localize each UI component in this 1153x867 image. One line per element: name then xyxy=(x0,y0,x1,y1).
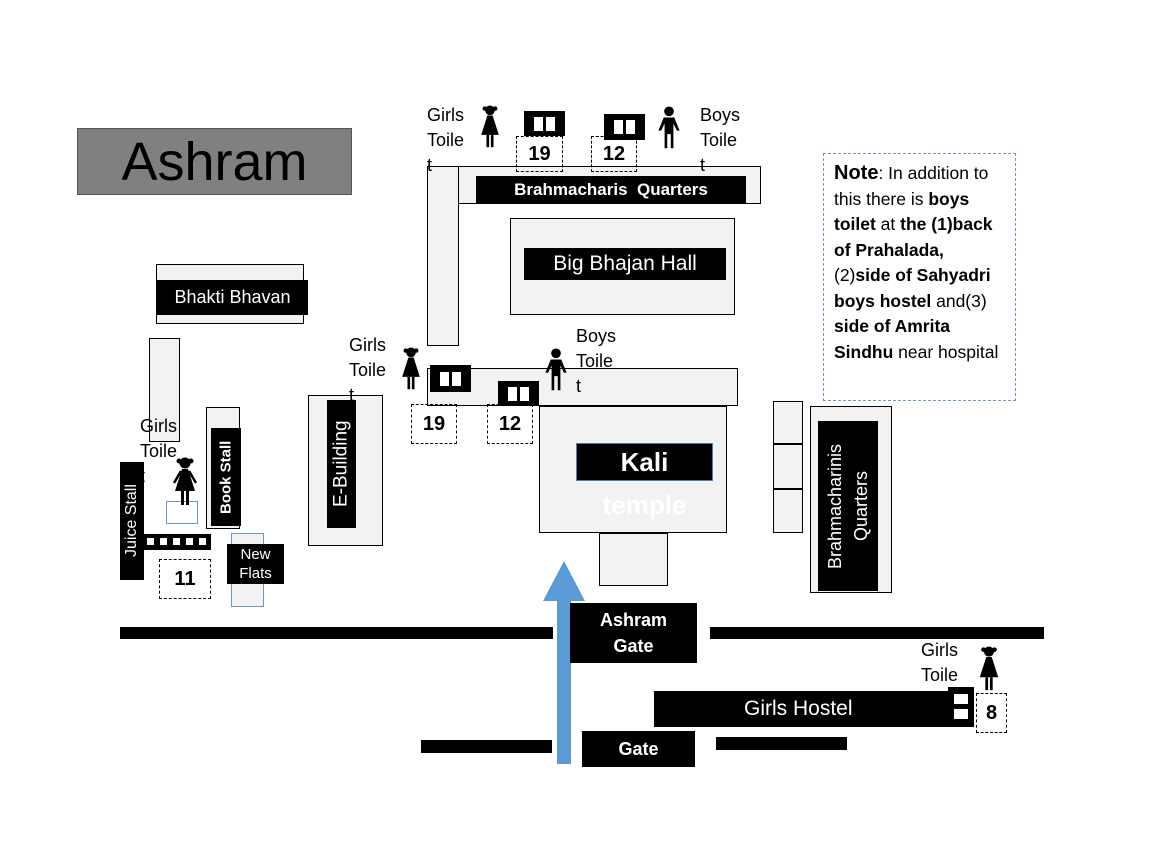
small-building-right-2 xyxy=(773,444,803,489)
girl-icon xyxy=(477,105,503,149)
new-flats-label: New Flats xyxy=(227,544,284,584)
mid-girls-toilet-icon xyxy=(430,365,471,392)
page-title: Ashram xyxy=(121,131,308,192)
ashram-gate-label: Ashram Gate xyxy=(570,603,697,663)
page-title-box: Ashram xyxy=(77,128,352,195)
mid-girls-toilet-number: 19 xyxy=(411,404,457,444)
gate-label: Gate xyxy=(582,731,695,767)
kali-temple-label: Kali xyxy=(576,443,713,481)
top-girls-toilet-label: Girls Toile t xyxy=(427,105,465,175)
brahmacharis-quarters-label: Brahmacharis Quarters xyxy=(476,176,746,203)
note-heading: Note xyxy=(834,162,879,184)
main-road-left xyxy=(120,627,553,639)
mid-girls-toilet-label: Girls Toile t xyxy=(349,335,387,405)
top-boys-toilet-icon xyxy=(604,114,645,140)
girl-icon xyxy=(172,457,198,507)
big-bhajan-hall-label: Big Bhajan Hall xyxy=(524,248,726,280)
girls-hostel-toilet-label: Girls Toile xyxy=(921,640,959,685)
mid-boys-toilet-icon xyxy=(498,381,539,406)
top-girls-toilet-icon xyxy=(524,111,565,136)
small-building-right-3 xyxy=(773,489,803,533)
kali-temple-label-line2: temple xyxy=(602,490,687,520)
girl-icon xyxy=(398,347,424,391)
entrance-arrow xyxy=(543,561,585,764)
mid-boys-toilet-label: Boys Toile t xyxy=(576,326,617,396)
left-toilet-number: 11 xyxy=(159,559,211,599)
book-stall-label: Book Stall xyxy=(211,428,241,526)
mid-boys-toilet-number: 12 xyxy=(487,404,533,444)
top-boys-toilet-number: 12 xyxy=(591,136,637,172)
kali-temple-annex xyxy=(599,533,668,586)
brahmacharinis-quarters-label: Brahmacharinis Quarters xyxy=(818,421,878,591)
boy-icon xyxy=(542,348,570,392)
girls-hostel-toilet-number: 8 xyxy=(976,693,1007,733)
lower-road-right xyxy=(716,737,847,750)
top-girls-toilet-number: 19 xyxy=(516,136,563,172)
e-building-label: E-Building xyxy=(327,400,356,528)
small-building-left xyxy=(149,338,180,442)
bhakti-bhavan-label: Bhakti Bhavan xyxy=(157,280,308,315)
girl-icon xyxy=(976,646,1002,692)
lower-road-left xyxy=(421,740,552,753)
mid-toilet-strip xyxy=(427,368,738,406)
girls-hostel-label: Girls Hostel xyxy=(654,691,974,727)
girls-hostel-toilet-icon xyxy=(948,687,974,727)
main-road-right xyxy=(710,627,1044,639)
small-building-right-1 xyxy=(773,401,803,444)
note-box: Note: In addition to this there is boys … xyxy=(823,153,1016,401)
left-girls-toilet-label: Girls Toile t xyxy=(140,416,178,486)
boy-icon xyxy=(655,106,683,150)
top-boys-toilet-label: Boys Toile t xyxy=(700,105,741,175)
